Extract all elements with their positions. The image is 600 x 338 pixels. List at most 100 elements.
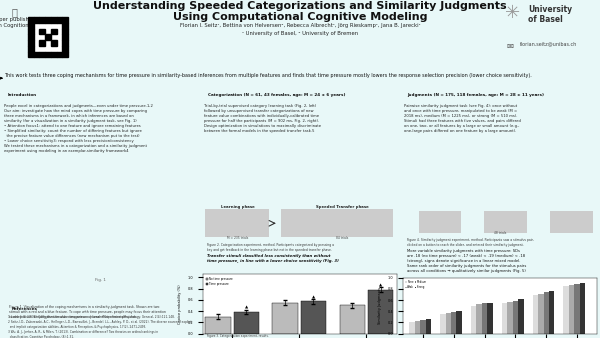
Bar [574, 284, 580, 334]
Bar [56, 17, 62, 23]
Text: Speeded Transfer phase: Speeded Transfer phase [316, 204, 369, 209]
Text: 🗎: 🗎 [11, 7, 17, 17]
Bar [409, 322, 415, 334]
Bar [281, 209, 393, 238]
Bar [62, 51, 68, 57]
Bar [563, 286, 569, 334]
Bar [415, 321, 420, 334]
Text: Figure 1. Visualization of the coping mechanisms in a similarity-judgment task. : Figure 1. Visualization of the coping me… [9, 305, 166, 319]
Bar [51, 40, 56, 46]
Y-axis label: Similarity Judgments: Similarity Judgments [378, 287, 382, 324]
Bar [549, 291, 554, 334]
Text: ✉: ✉ [506, 42, 514, 51]
Bar [487, 302, 493, 334]
Bar [56, 51, 62, 57]
Bar [34, 17, 40, 23]
Text: Florian I. Seitz¹, Bettina von Helversen², Rebecca Albrecht¹, Jörg Rieskamp¹, Ja: Florian I. Seitz¹, Bettina von Helversen… [179, 23, 421, 28]
Bar [484, 212, 527, 233]
Bar [45, 34, 51, 40]
Bar [419, 212, 461, 233]
Bar [301, 301, 326, 334]
Bar [205, 317, 230, 334]
Bar [28, 40, 34, 46]
Bar [550, 212, 593, 233]
Bar [62, 40, 68, 46]
Text: ▲: ▲ [312, 295, 315, 299]
Text: M = 235 trials: M = 235 trials [227, 236, 248, 240]
Text: florian.seitz@unibas.ch: florian.seitz@unibas.ch [520, 41, 577, 46]
Bar [28, 28, 34, 34]
Text: Fig. 1: Fig. 1 [95, 277, 106, 282]
Text: Understanding Speeded Categorizations and Similarity Judgments: Understanding Speeded Categorizations an… [93, 1, 507, 11]
Text: 84 trials: 84 trials [337, 236, 349, 240]
Bar [502, 303, 507, 334]
Text: 48 trials: 48 trials [494, 231, 506, 235]
Bar [205, 209, 269, 238]
Bar [544, 292, 549, 334]
Bar [51, 28, 56, 34]
Bar [533, 294, 538, 334]
Bar [482, 303, 487, 334]
Bar [368, 290, 393, 334]
Bar [28, 23, 34, 28]
Bar [569, 285, 574, 334]
Text: University
of Basel: University of Basel [528, 5, 572, 24]
Bar [420, 321, 425, 334]
Bar [340, 306, 365, 334]
Text: People excel in categorizations and judgments—even under time pressure.1,2
Our a: People excel in categorizations and judg… [4, 104, 152, 153]
Text: ▲: ▲ [379, 283, 382, 287]
Text: Learning phase: Learning phase [221, 204, 255, 209]
Bar [538, 294, 544, 334]
Text: More variable similarity judgments with time pressure: SDs
are .18 (no time pres: More variable similarity judgments with … [407, 249, 526, 273]
Bar [62, 46, 68, 51]
Bar [28, 51, 34, 57]
Text: ✳: ✳ [505, 4, 521, 22]
Text: Transfer stimuli classified less consistently than without
time pressure, in lin: Transfer stimuli classified less consist… [207, 254, 339, 263]
Bar [28, 34, 34, 40]
Text: This work tests three coping mechanisms for time pressure in similarity-based in: This work tests three coping mechanisms … [4, 73, 532, 78]
Text: References: References [11, 307, 38, 311]
Bar [34, 51, 40, 57]
Bar [28, 46, 34, 51]
Bar [425, 319, 431, 334]
Text: Judgments (N = 175, 118 females, age: M = 28 ± 11 years): Judgments (N = 175, 118 females, age: M … [407, 93, 545, 97]
Bar [28, 17, 68, 57]
Bar [457, 311, 462, 334]
Bar [40, 28, 45, 34]
Bar [45, 51, 51, 57]
Bar [580, 283, 585, 334]
Bar [40, 51, 45, 57]
Text: Figure 2. Categorization experiment, method. Participants categorized by pressin: Figure 2. Categorization experiment, met… [207, 243, 334, 252]
Legend: None, Weak, Medium, Strong: None, Weak, Medium, Strong [404, 279, 428, 290]
Text: Figure 3. Categorization experiment, results.: Figure 3. Categorization experiment, res… [207, 334, 269, 338]
Bar [446, 313, 451, 334]
Text: ¹ University of Basel, ² University of Bremen: ¹ University of Basel, ² University of B… [242, 31, 358, 36]
Text: Paper published
in Cognition:: Paper published in Cognition: [0, 17, 35, 28]
Bar [440, 314, 446, 334]
Bar [512, 301, 518, 334]
Bar [51, 51, 56, 57]
Text: Trial-by-trial supervised category learning task (Fig. 2, left)
followed by unsu: Trial-by-trial supervised category learn… [204, 104, 321, 133]
Bar [476, 304, 482, 334]
Text: Using Computational Cognitive Modeling: Using Computational Cognitive Modeling [173, 12, 427, 22]
Bar [28, 17, 34, 23]
Bar [451, 312, 457, 334]
Text: Introduction: Introduction [8, 93, 37, 97]
Bar [40, 40, 45, 46]
Bar [62, 17, 68, 23]
Bar [51, 17, 56, 23]
Text: Pairwise similarity judgment task (see Fig. 4): once without
and once with time : Pairwise similarity judgment task (see F… [404, 104, 521, 133]
Text: 1 Lashley, K. (1938). Categorization under time pressure. Journal of Experimenta: 1 Lashley, K. (1938). Categorization und… [8, 315, 191, 338]
Text: Categorization (N = 61, 43 females, age: M = 24 ± 6 years): Categorization (N = 61, 43 females, age:… [208, 93, 345, 97]
Bar [507, 302, 512, 334]
Bar [45, 17, 51, 23]
Text: Figure 4. Similarity judgment experiment, method. Participants saw a stimulus pa: Figure 4. Similarity judgment experiment… [407, 238, 534, 247]
Bar [272, 303, 298, 334]
Bar [233, 312, 259, 334]
Bar [62, 28, 68, 34]
Bar [62, 23, 68, 28]
Text: ▲: ▲ [245, 306, 248, 310]
Bar [40, 17, 45, 23]
Y-axis label: Choice probability (%): Choice probability (%) [178, 284, 182, 324]
Bar [62, 34, 68, 40]
